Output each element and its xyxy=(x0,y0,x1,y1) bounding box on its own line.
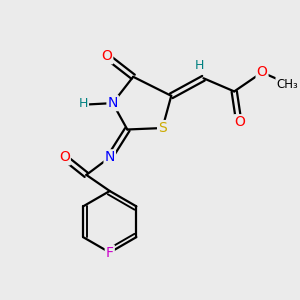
Text: N: N xyxy=(105,150,115,164)
Text: O: O xyxy=(59,150,70,164)
Text: S: S xyxy=(158,121,167,135)
Text: O: O xyxy=(256,65,268,80)
Text: N: N xyxy=(107,96,118,110)
Text: H: H xyxy=(79,97,88,110)
Text: F: F xyxy=(106,245,114,260)
Text: O: O xyxy=(101,49,112,63)
Text: H: H xyxy=(194,59,204,72)
Text: O: O xyxy=(235,115,245,129)
Text: CH₃: CH₃ xyxy=(276,78,298,91)
